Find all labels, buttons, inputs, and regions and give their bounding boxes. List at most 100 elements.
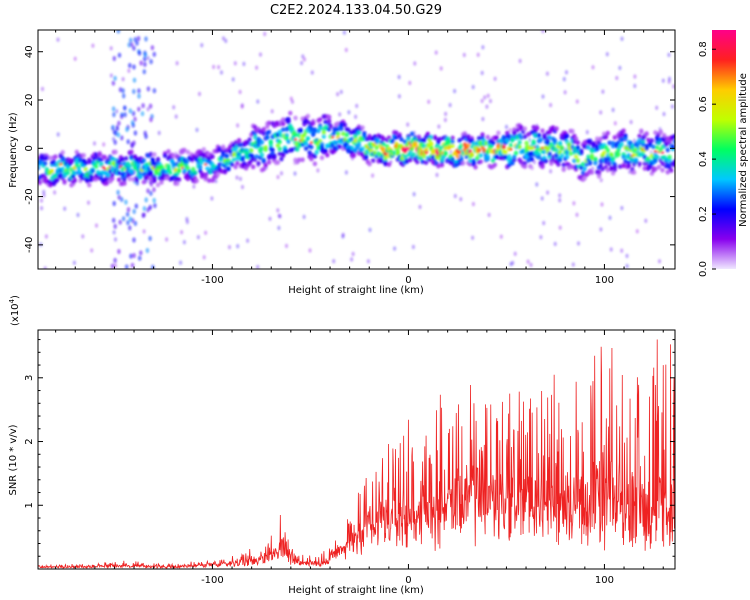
heat-speckle bbox=[558, 225, 562, 230]
ridge-blob bbox=[185, 166, 191, 171]
snr-ticks: -100 0 100 1 2 3 bbox=[24, 330, 675, 586]
ridge-blob bbox=[233, 140, 238, 146]
heat-speckle bbox=[302, 214, 306, 220]
ridge-blob bbox=[44, 155, 49, 161]
heat-speckle bbox=[231, 77, 235, 82]
ridge-blob bbox=[275, 160, 281, 165]
ridge-blob bbox=[131, 176, 136, 182]
heat-speckle bbox=[236, 123, 240, 128]
interference-blob bbox=[142, 206, 147, 212]
ridge-blob bbox=[393, 130, 399, 136]
ridge-blob bbox=[589, 170, 595, 175]
ridge-blob bbox=[655, 154, 660, 160]
colorbar-gradient bbox=[712, 30, 736, 269]
ridge-blob bbox=[148, 151, 154, 157]
heat-speckle bbox=[217, 65, 221, 70]
ridge-blob bbox=[520, 149, 526, 154]
ridge-blob bbox=[259, 146, 265, 151]
ridge-blob bbox=[402, 139, 408, 145]
ridge-blob bbox=[632, 152, 637, 158]
ridge-blob bbox=[328, 123, 333, 129]
ridge-blob bbox=[49, 168, 55, 174]
ridge-blob bbox=[263, 145, 268, 151]
ridge-blob bbox=[535, 125, 540, 131]
ridge-blob bbox=[462, 131, 468, 137]
interference-blob bbox=[129, 253, 133, 259]
heat-speckle bbox=[471, 235, 475, 240]
ridge-blob bbox=[60, 155, 65, 161]
ridge-blob bbox=[120, 166, 125, 172]
ridge-peak bbox=[509, 147, 513, 151]
interference-blob bbox=[126, 220, 130, 226]
heat-speckle bbox=[210, 196, 214, 201]
ridge-blob bbox=[672, 139, 675, 144]
heat-speckle bbox=[406, 122, 410, 127]
ridge-blob bbox=[379, 158, 385, 164]
ridge-blob bbox=[561, 162, 566, 168]
interference-blob bbox=[132, 45, 136, 51]
ridge-blob bbox=[473, 164, 478, 170]
heat-speckle bbox=[284, 243, 289, 249]
ridge-blob bbox=[536, 132, 542, 138]
ridge-blob bbox=[512, 127, 517, 133]
interference-blob bbox=[152, 51, 157, 57]
ridge-blob bbox=[348, 130, 353, 136]
ridge-blob bbox=[619, 133, 625, 139]
ridge-blob bbox=[535, 144, 540, 150]
interference-blob bbox=[132, 237, 136, 243]
heat-speckle bbox=[625, 253, 629, 259]
ridge-blob bbox=[658, 129, 663, 135]
heat-speckle bbox=[197, 91, 202, 97]
ridge-blob bbox=[450, 139, 455, 145]
ridge-blob bbox=[109, 172, 115, 178]
heat-speckle bbox=[40, 86, 45, 92]
ridge-blob bbox=[510, 134, 515, 140]
ridge-blob bbox=[434, 144, 439, 149]
ridge-blob bbox=[360, 146, 365, 152]
heat-speckle bbox=[411, 244, 415, 250]
heat-speckle bbox=[366, 259, 370, 264]
heat-speckle bbox=[662, 111, 666, 117]
ridge-blob bbox=[542, 149, 547, 155]
heat-speckle bbox=[238, 176, 243, 182]
ridge-blob bbox=[478, 153, 483, 158]
ridge-blob bbox=[570, 164, 575, 170]
ridge-blob bbox=[528, 163, 533, 169]
ridge-blob bbox=[55, 177, 60, 183]
heat-speckle bbox=[202, 255, 206, 260]
ridge-blob bbox=[653, 158, 658, 164]
ridge-blob bbox=[660, 161, 665, 167]
ridge-blob bbox=[298, 128, 303, 134]
ridge-blob bbox=[277, 139, 282, 145]
interference-blob bbox=[112, 55, 117, 62]
heat-speckle bbox=[236, 244, 240, 249]
heat-speckle bbox=[615, 75, 619, 81]
ridge-blob bbox=[383, 155, 388, 161]
ridge-blob bbox=[319, 144, 325, 150]
ridge-blob bbox=[155, 182, 161, 188]
heat-speckle bbox=[113, 237, 118, 242]
heat-speckle bbox=[608, 215, 612, 220]
ridge-blob bbox=[485, 156, 490, 162]
y-tick-label: 0 bbox=[24, 145, 35, 151]
ridge-blob bbox=[106, 172, 111, 178]
ridge-blob bbox=[341, 131, 346, 137]
ridge-blob bbox=[490, 140, 496, 146]
ridge-blob bbox=[436, 163, 441, 169]
ridge-blob bbox=[342, 122, 348, 128]
ridge-blob bbox=[556, 162, 561, 167]
ridge-blob bbox=[247, 137, 252, 143]
heat-speckle bbox=[563, 90, 567, 95]
ridge-blob bbox=[116, 177, 122, 183]
ridge-peak bbox=[660, 151, 665, 154]
ridge-blob bbox=[612, 135, 617, 140]
heat-speckle bbox=[453, 88, 457, 94]
heat-speckle bbox=[480, 70, 484, 76]
interference-blob bbox=[120, 135, 124, 141]
heat-speckle bbox=[344, 170, 348, 175]
ridge-blob bbox=[600, 166, 605, 172]
snr-series-line bbox=[38, 339, 675, 569]
ridge-blob bbox=[422, 154, 427, 159]
heat-speckle bbox=[562, 77, 566, 82]
ridge-blob bbox=[303, 141, 309, 146]
